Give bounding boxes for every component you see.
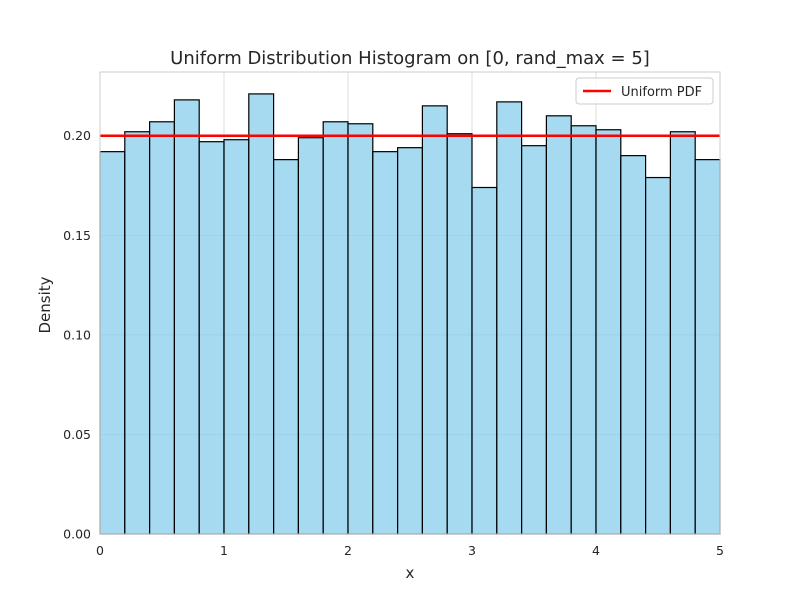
x-tick-label: 4 — [592, 543, 600, 558]
histogram-bar — [620, 155, 647, 535]
histogram-bar — [297, 137, 324, 535]
axes-frame — [99, 71, 721, 535]
histogram-bar — [570, 125, 597, 535]
histogram-bar — [446, 133, 473, 535]
histogram-bar — [322, 121, 349, 535]
x-tick-label: 3 — [468, 543, 476, 558]
plot-area: 0 1 2 3 4 5 0.00 0.05 0.10 0.15 0.20 Uniform PDF — [63, 71, 724, 558]
chart-title: Uniform Distribution Histogram on [0, ra… — [170, 48, 650, 69]
y-tick-label: 0.00 — [63, 527, 91, 542]
histogram-bar — [644, 176, 671, 535]
histogram-bar — [248, 93, 275, 535]
legend: Uniform PDF — [575, 77, 714, 105]
x-tick-label: 5 — [716, 543, 724, 558]
histogram-bar — [694, 159, 721, 535]
y-tick-label: 0.15 — [63, 228, 91, 243]
x-tick-label: 2 — [344, 543, 352, 558]
histogram-bar — [99, 151, 126, 535]
histogram-bar — [347, 123, 374, 535]
y-tick-label: 0.20 — [63, 128, 91, 143]
legend-label: Uniform PDF — [621, 85, 702, 100]
histogram-bar — [545, 115, 572, 535]
histogram-bar — [124, 131, 151, 535]
legend-box — [575, 77, 714, 105]
histogram-bar — [273, 159, 300, 535]
x-tick-label: 1 — [220, 543, 228, 558]
histogram-bar — [397, 147, 424, 535]
histogram-bar — [669, 131, 696, 535]
histogram-bar — [149, 121, 176, 535]
histogram-bar — [198, 141, 225, 535]
histogram-bar — [421, 105, 448, 535]
x-tick-label: 0 — [96, 543, 104, 558]
y-tick-label: 0.10 — [63, 327, 91, 342]
y-tick-label: 0.05 — [63, 427, 91, 442]
x-axis-label: x — [406, 564, 415, 582]
histogram-bar — [173, 99, 200, 535]
histogram-bar — [471, 186, 498, 535]
histogram-bar — [372, 151, 399, 535]
histogram-bar — [223, 139, 250, 535]
histogram-bar — [595, 129, 622, 535]
histogram-bar — [520, 145, 547, 535]
histogram-bar — [496, 101, 523, 535]
y-axis-label: Density — [36, 276, 54, 333]
